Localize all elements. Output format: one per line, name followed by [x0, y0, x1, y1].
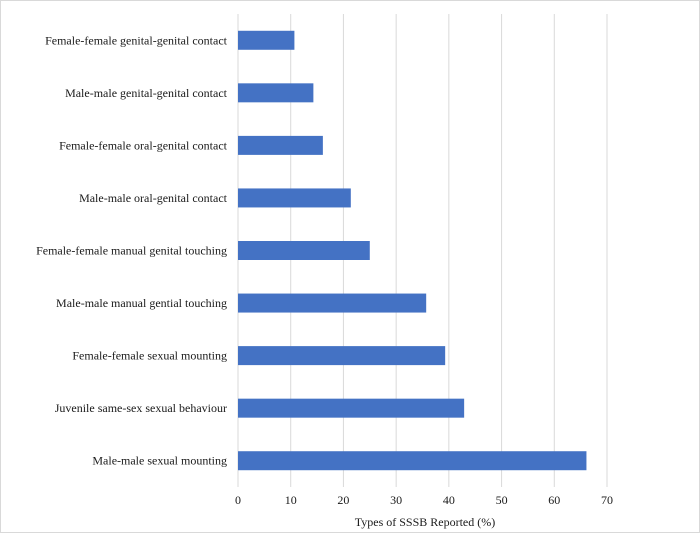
- category-labels: Female-female genital-genital contact Mal…: [36, 33, 228, 467]
- x-tick-label: 70: [601, 493, 613, 507]
- x-tick-label: 30: [390, 493, 402, 507]
- x-tick-labels: 0 10 20 30 40 50 60 70: [235, 493, 613, 507]
- category-label: Female-female genital-genital contact: [45, 33, 228, 47]
- bar: [238, 293, 427, 313]
- category-label: Male-male genital-genital contact: [65, 86, 228, 100]
- bar: [238, 135, 323, 155]
- category-label: Female-female oral-genital contact: [59, 138, 228, 152]
- x-tick-label: 20: [337, 493, 349, 507]
- category-label: Male-male manual gential touching: [56, 296, 227, 310]
- bar: [238, 451, 587, 471]
- bar: [238, 346, 446, 366]
- bar: [238, 241, 370, 260]
- x-axis-title: Types of SSSB Reported (%): [355, 515, 495, 529]
- x-tick-label: 0: [235, 493, 241, 507]
- x-tick-label: 10: [285, 493, 297, 507]
- category-label: Male-male sexual mounting: [92, 454, 227, 468]
- category-label: Juvenile same-sex sexual behaviour: [55, 401, 227, 415]
- bars: [238, 30, 587, 471]
- bar: [238, 398, 465, 418]
- category-label: Male-male oral-genital contact: [79, 191, 228, 205]
- bar: [238, 30, 295, 50]
- x-tick-label: 60: [548, 493, 560, 507]
- category-label: Female-female manual genital touching: [36, 244, 227, 258]
- category-label: Female-female sexual mounting: [72, 349, 227, 363]
- x-tick-label: 50: [496, 493, 508, 507]
- x-tick-label: 40: [443, 493, 455, 507]
- bar: [238, 188, 351, 208]
- bar: [238, 83, 314, 103]
